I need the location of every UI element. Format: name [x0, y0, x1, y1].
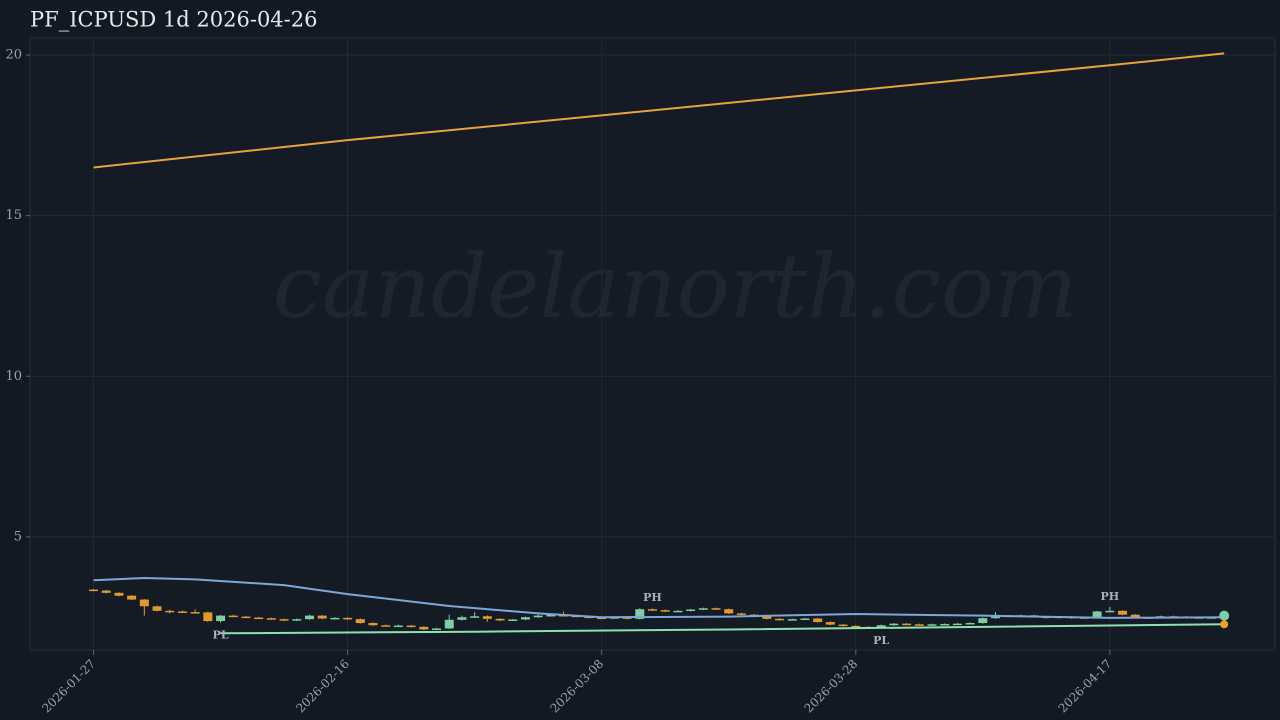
- candle-body: [686, 609, 696, 612]
- candle-body: [978, 618, 988, 624]
- candle-body: [1118, 610, 1128, 615]
- candle-body: [775, 618, 785, 621]
- candle-body: [266, 618, 276, 620]
- candle-body: [520, 617, 530, 620]
- pivot-label: PH: [1101, 590, 1120, 603]
- candle-body: [139, 599, 149, 607]
- y-tick-label: 10: [5, 369, 22, 384]
- candle-body: [597, 617, 607, 620]
- candle-body: [1130, 614, 1140, 618]
- candle-body: [127, 595, 137, 600]
- candle-body: [889, 623, 899, 626]
- candle-body: [419, 626, 429, 630]
- chart-title: PF_ICPUSD 1d 2026-04-26: [30, 8, 317, 32]
- candle-body: [851, 625, 861, 628]
- candle-body: [648, 609, 657, 611]
- candle-body: [241, 616, 251, 619]
- candle-body: [1092, 611, 1102, 618]
- y-tick-label: 15: [5, 208, 22, 223]
- candle-body: [177, 611, 187, 613]
- candle-body: [800, 618, 810, 621]
- candle-body: [965, 623, 975, 625]
- candle-body: [457, 617, 467, 620]
- candle-body: [991, 616, 1001, 619]
- indicator-line: [220, 623, 1225, 635]
- pivot-label: PL: [873, 634, 889, 647]
- candle-body: [825, 622, 835, 625]
- candle-body: [279, 619, 289, 621]
- plot-area: [29, 37, 1276, 651]
- candle-body: [228, 615, 238, 618]
- candle-body: [343, 617, 353, 620]
- candle-body: [813, 618, 823, 623]
- candle-body: [381, 625, 391, 627]
- candle-body: [698, 608, 708, 610]
- pivot-label: PH: [643, 591, 662, 604]
- candle-body: [673, 610, 683, 613]
- candle-body: [470, 616, 480, 618]
- candle-body: [927, 624, 937, 626]
- candle-body: [355, 619, 365, 624]
- candle-body: [876, 625, 886, 628]
- watermark: candelanorth.com: [273, 235, 1078, 338]
- candle-body: [762, 615, 772, 619]
- candle-body: [444, 619, 454, 629]
- candle-body: [736, 613, 746, 615]
- candle-body: [838, 624, 848, 627]
- candle-body: [635, 609, 645, 619]
- candle-body: [406, 625, 416, 628]
- candle-body: [724, 609, 734, 614]
- y-tick-label: 5: [14, 529, 22, 544]
- candle-body: [317, 615, 327, 619]
- candle-body: [304, 615, 314, 620]
- candle-body: [660, 610, 670, 612]
- candle-body: [711, 608, 721, 610]
- candle-body: [1105, 610, 1115, 613]
- candle-body: [254, 617, 264, 620]
- candle-body: [952, 623, 962, 626]
- last-value-marker: [1219, 610, 1230, 621]
- y-tick-label: 20: [5, 48, 22, 63]
- candle-body: [152, 606, 162, 611]
- candle-body: [216, 615, 226, 622]
- candle-body: [330, 617, 340, 620]
- candle-body: [787, 619, 797, 621]
- candle-body: [432, 628, 442, 630]
- candle-body: [482, 616, 492, 619]
- candle-body: [914, 624, 924, 626]
- candle-body: [940, 623, 950, 626]
- indicator-line: [93, 52, 1225, 169]
- pivot-label: PL: [213, 629, 229, 642]
- candle-body: [508, 619, 518, 621]
- candle-body: [393, 625, 403, 628]
- candle-body: [495, 618, 505, 621]
- candle-body: [902, 623, 912, 626]
- candle-body: [546, 614, 556, 617]
- candle-body: [190, 612, 200, 614]
- candle-body: [368, 623, 378, 626]
- candle-body: [203, 612, 213, 622]
- candle-body: [89, 589, 99, 592]
- candle-body: [533, 615, 543, 618]
- candle-body: [165, 610, 175, 613]
- indicator-line: [93, 577, 1225, 619]
- candle-body: [114, 592, 124, 596]
- candle-body: [292, 619, 302, 621]
- last-value-marker: [1220, 620, 1229, 629]
- candle-body: [101, 590, 111, 593]
